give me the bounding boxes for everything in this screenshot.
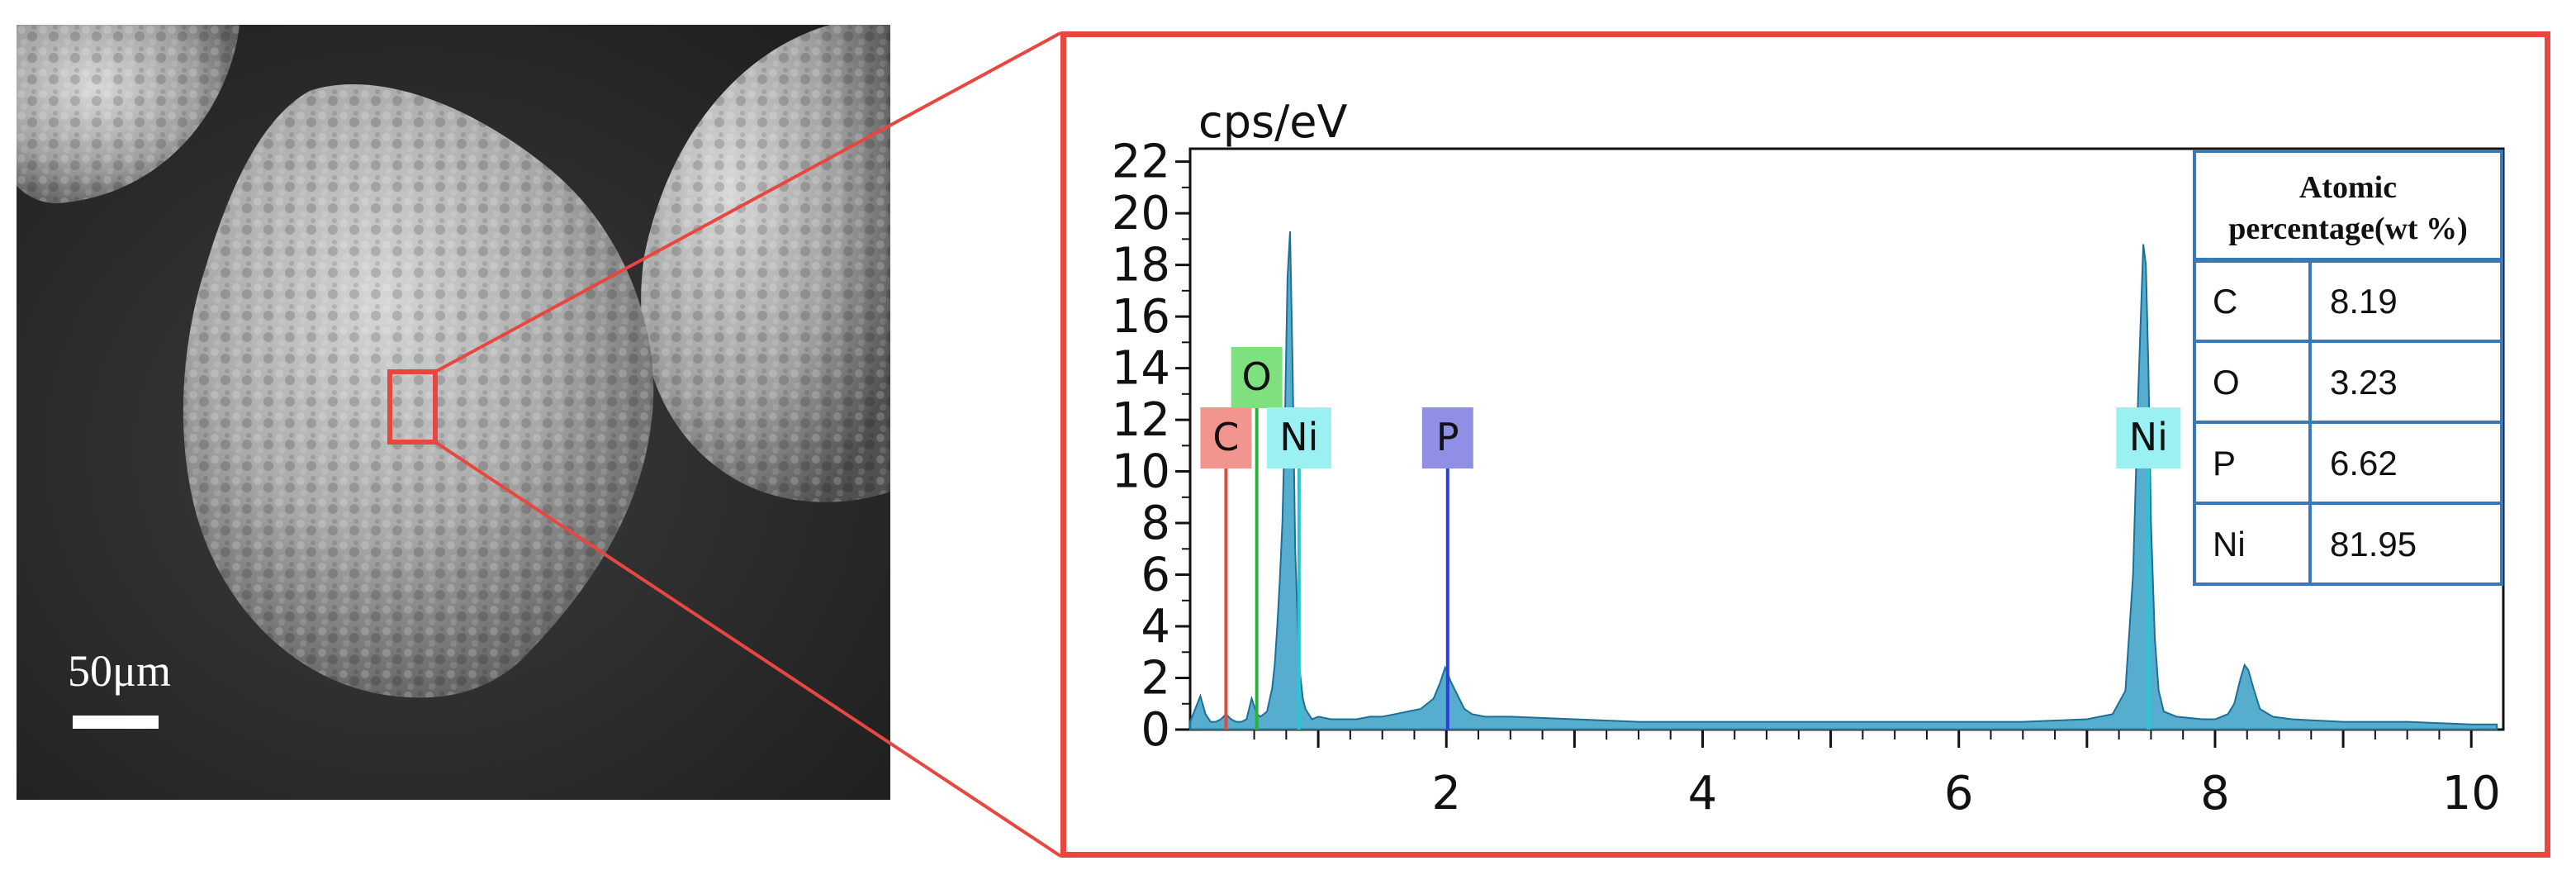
y-tick-label: 12 — [1112, 393, 1170, 447]
y-tick-label: 6 — [1141, 549, 1170, 602]
spectrum-area — [1189, 231, 2498, 730]
element-label-box — [1231, 347, 1283, 408]
y-tick-label: 4 — [1141, 600, 1170, 654]
y-tick-label: 16 — [1112, 290, 1170, 344]
y-tick-label: 10 — [1112, 445, 1170, 499]
table-cell-value: 81.95 — [2330, 525, 2417, 564]
y-tick-label: 0 — [1141, 703, 1170, 757]
x-tick-label: 4 — [1688, 767, 1718, 820]
x-tick-label: 8 — [2200, 767, 2230, 820]
table-cell-element: Ni — [2213, 525, 2246, 564]
element-label-box — [1266, 407, 1331, 468]
particle-top-left — [17, 25, 240, 203]
table-cell-value: 6.62 — [2330, 444, 2398, 483]
element-label: C — [1212, 415, 1239, 459]
element-label-box — [1200, 407, 1252, 468]
table-header: Atomic — [2299, 170, 2397, 205]
table-cell-value: 3.23 — [2330, 363, 2398, 402]
y-axis-label: cps/eV — [1198, 96, 1348, 148]
table-cell-element: O — [2213, 363, 2240, 402]
x-tick-label: 6 — [1944, 767, 1974, 820]
selection-box — [387, 369, 438, 445]
scale-bar-label: 50μm — [68, 646, 171, 696]
composition-table: Atomic percentage(wt %) C 8.19 O 3.23 P 6.62 Ni 8… — [2193, 150, 2503, 586]
sem-image: 50μm — [17, 25, 890, 800]
table-cell-element: C — [2213, 282, 2237, 321]
table-cell-element: P — [2213, 444, 2236, 483]
y-tick-label: 18 — [1112, 239, 1170, 292]
sem-micrograph: 50μm — [17, 25, 890, 800]
element-label: Ni — [1279, 415, 1318, 459]
y-tick-label: 2 — [1141, 652, 1170, 706]
table-border — [2193, 150, 2503, 586]
element-label-box — [1421, 407, 1473, 468]
element-label-box — [2116, 407, 2181, 468]
table-header: percentage(wt %) — [2228, 212, 2467, 246]
table-cell-value: 8.19 — [2330, 282, 2398, 321]
y-tick-label: 14 — [1112, 342, 1170, 396]
scale-bar — [73, 716, 159, 729]
x-tick-label: 2 — [1431, 767, 1461, 820]
y-tick-label: 20 — [1112, 187, 1170, 240]
element-label: Ni — [2129, 415, 2168, 459]
eds-panel: 0 2 4 6 8 10 12 14 16 18 20 22 2 4 6 8 10 cps/eV C O Ni P Ni … — [1060, 31, 2550, 858]
element-label: P — [1436, 415, 1459, 459]
y-tick-label: 22 — [1112, 136, 1170, 189]
element-label: O — [1242, 354, 1272, 399]
y-tick-label: 8 — [1141, 497, 1170, 550]
x-tick-label: 10 — [2442, 767, 2501, 820]
spectrum-series — [1189, 231, 2498, 730]
